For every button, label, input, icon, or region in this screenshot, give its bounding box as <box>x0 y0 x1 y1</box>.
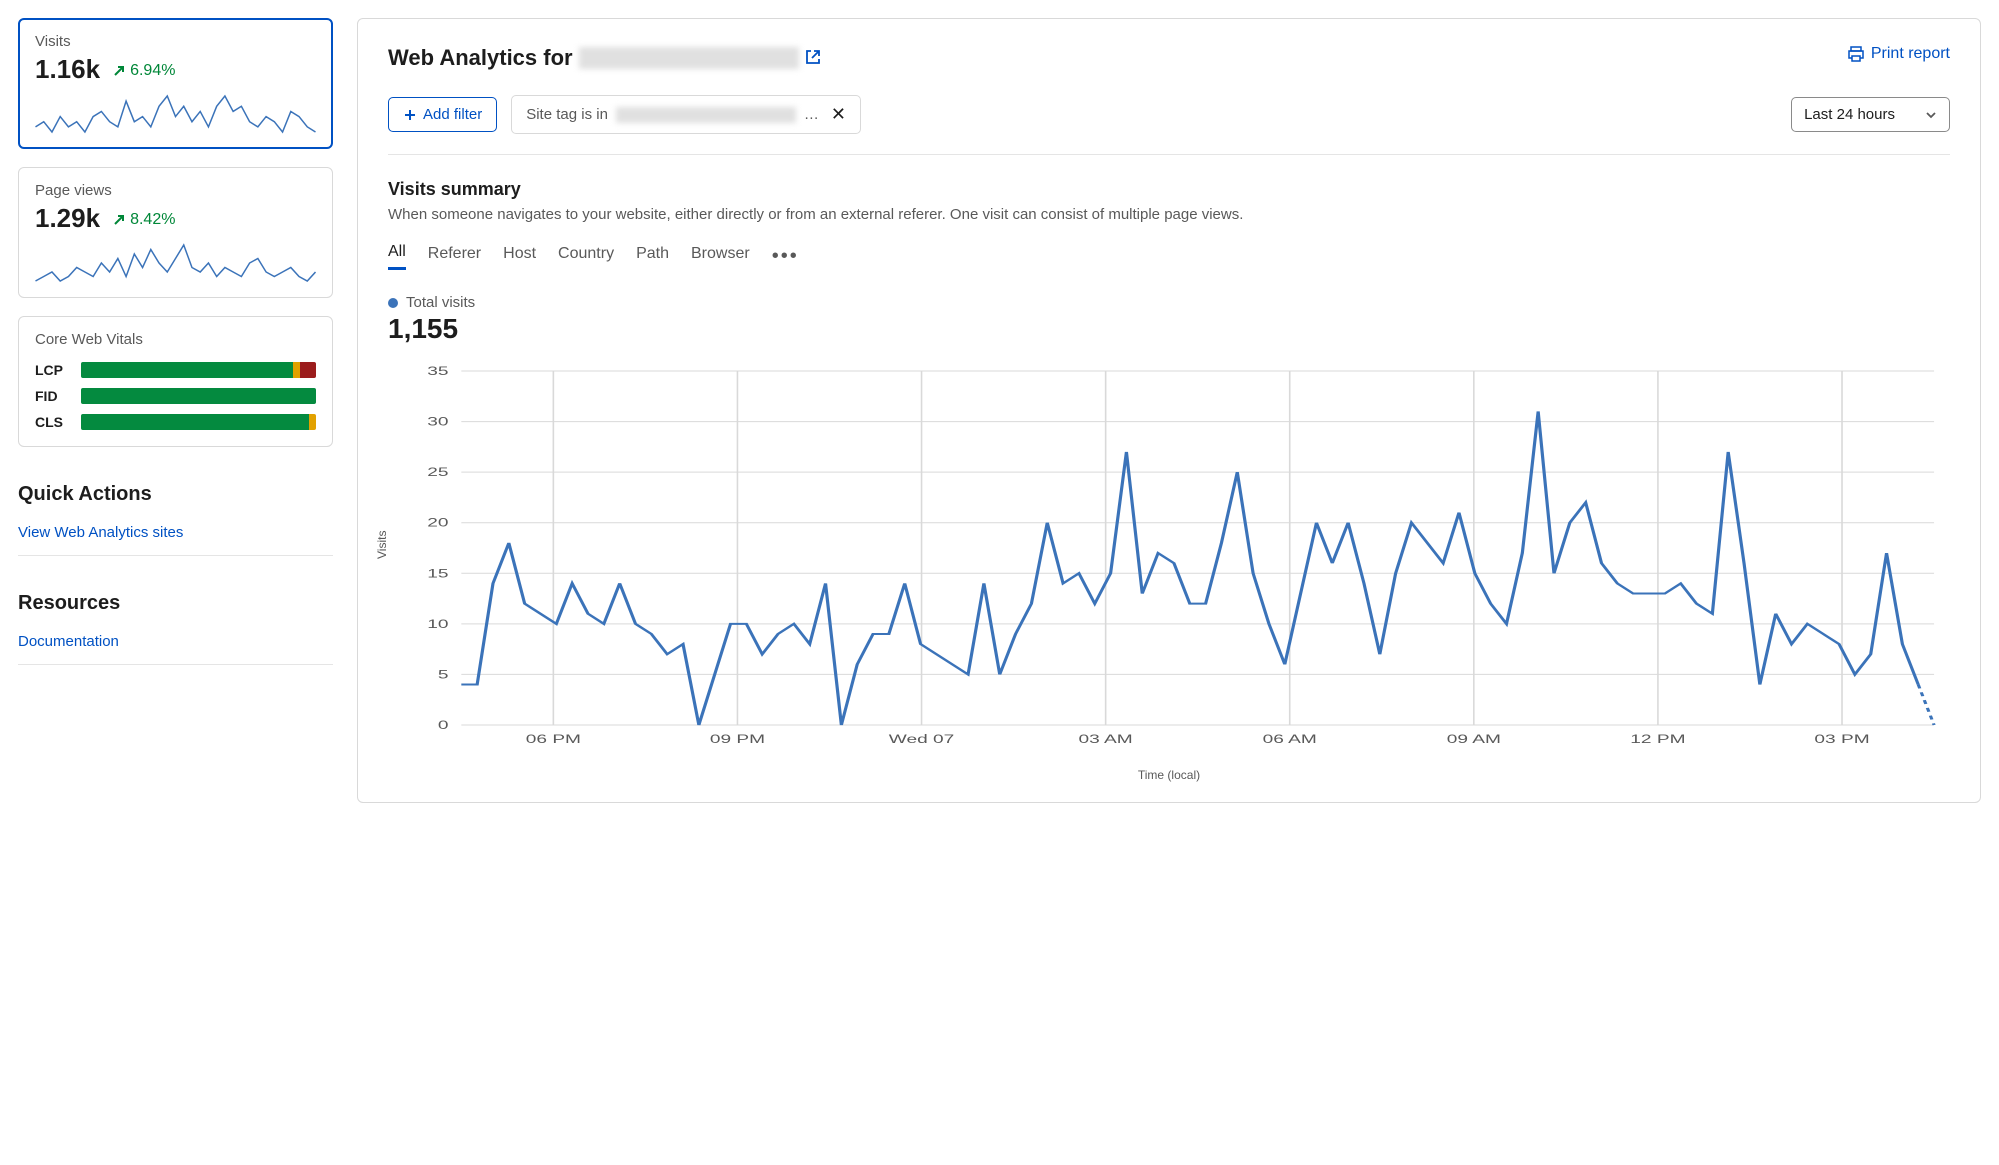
summary-title: Visits summary <box>388 179 1950 200</box>
summary-desc: When someone navigates to your website, … <box>388 206 1950 223</box>
svg-text:Wed 07: Wed 07 <box>889 733 955 746</box>
page-title: Web Analytics for <box>388 45 821 71</box>
tab-browser[interactable]: Browser <box>691 245 750 269</box>
close-icon[interactable]: ✕ <box>827 104 850 125</box>
tab-country[interactable]: Country <box>558 245 614 269</box>
cwv-bar <box>81 414 316 430</box>
stat-delta: 8.42% <box>112 211 175 229</box>
cwv-metric-label: CLS <box>35 414 71 430</box>
print-icon <box>1847 45 1865 63</box>
cwv-bar <box>81 362 316 378</box>
arrow-up-icon <box>112 213 126 227</box>
sparkline-visits <box>35 93 316 135</box>
svg-text:10: 10 <box>427 618 448 631</box>
svg-text:35: 35 <box>427 365 448 378</box>
y-axis-label: Visits <box>375 530 389 558</box>
x-axis-label: Time (local) <box>388 768 1950 782</box>
cwv-title: Core Web Vitals <box>35 331 316 348</box>
total-visits-value: 1,155 <box>388 313 1950 345</box>
tab-referer[interactable]: Referer <box>428 245 481 269</box>
legend-dot-icon <box>388 298 398 308</box>
svg-text:5: 5 <box>438 669 449 682</box>
summary-tabs: All Referer Host Country Path Browser ••• <box>388 243 1950 270</box>
filter-value-redacted <box>616 107 796 123</box>
tab-path[interactable]: Path <box>636 245 669 269</box>
arrow-up-icon <box>112 64 126 78</box>
svg-text:0: 0 <box>438 719 449 732</box>
resources-title: Resources <box>18 592 333 615</box>
cwv-metric-label: LCP <box>35 362 71 378</box>
plus-icon <box>403 108 417 122</box>
filter-ellipsis: … <box>804 106 819 123</box>
svg-text:09 AM: 09 AM <box>1447 733 1501 746</box>
sparkline-pageviews <box>35 242 316 284</box>
svg-text:03 AM: 03 AM <box>1079 733 1133 746</box>
svg-text:03 PM: 03 PM <box>1814 733 1869 746</box>
chart-legend: Total visits <box>388 294 1950 311</box>
quick-actions-title: Quick Actions <box>18 483 333 506</box>
print-report-link[interactable]: Print report <box>1847 45 1950 63</box>
stat-card-pageviews[interactable]: Page views 1.29k 8.42% <box>18 167 333 298</box>
core-web-vitals-card: Core Web Vitals LCP FID CLS <box>18 316 333 447</box>
svg-text:06 AM: 06 AM <box>1263 733 1317 746</box>
site-name-redacted <box>579 47 799 69</box>
time-range-select[interactable]: Last 24 hours <box>1791 97 1950 132</box>
main-panel: Web Analytics for Print report Add filte… <box>357 18 1981 803</box>
tab-host[interactable]: Host <box>503 245 536 269</box>
visits-chart: Visits 0510152025303506 PM09 PMWed 0703 … <box>388 361 1950 782</box>
tab-more-icon[interactable]: ••• <box>772 245 799 268</box>
filter-chip-site-tag[interactable]: Site tag is in … ✕ <box>511 95 861 134</box>
svg-text:06 PM: 06 PM <box>526 733 581 746</box>
svg-text:25: 25 <box>427 466 448 479</box>
svg-text:30: 30 <box>427 416 448 429</box>
svg-text:12 PM: 12 PM <box>1630 733 1685 746</box>
external-link-icon[interactable] <box>805 45 821 71</box>
stat-value: 1.16k <box>35 54 100 85</box>
cwv-row-fid: FID <box>35 388 316 404</box>
tab-all[interactable]: All <box>388 243 406 270</box>
chevron-down-icon <box>1925 109 1937 121</box>
sidebar: Visits 1.16k 6.94% Page views 1.29k 8.42… <box>18 18 333 803</box>
cwv-metric-label: FID <box>35 388 71 404</box>
add-filter-button[interactable]: Add filter <box>388 97 497 132</box>
stat-label: Page views <box>35 182 316 199</box>
svg-text:09 PM: 09 PM <box>710 733 765 746</box>
stat-label: Visits <box>35 33 316 50</box>
link-documentation[interactable]: Documentation <box>18 629 333 665</box>
stat-value: 1.29k <box>35 203 100 234</box>
cwv-row-cls: CLS <box>35 414 316 430</box>
stat-delta: 6.94% <box>112 62 175 80</box>
stat-card-visits[interactable]: Visits 1.16k 6.94% <box>18 18 333 149</box>
cwv-row-lcp: LCP <box>35 362 316 378</box>
link-view-analytics-sites[interactable]: View Web Analytics sites <box>18 520 333 556</box>
line-chart-svg: 0 5 10 15 20 25 30 35 06 PM 09 PM Wed 07 03 AM 06 AM… <box>388 361 1950 761</box>
svg-text:15: 15 <box>427 568 448 581</box>
svg-text:20: 20 <box>427 517 448 530</box>
cwv-bar <box>81 388 316 404</box>
